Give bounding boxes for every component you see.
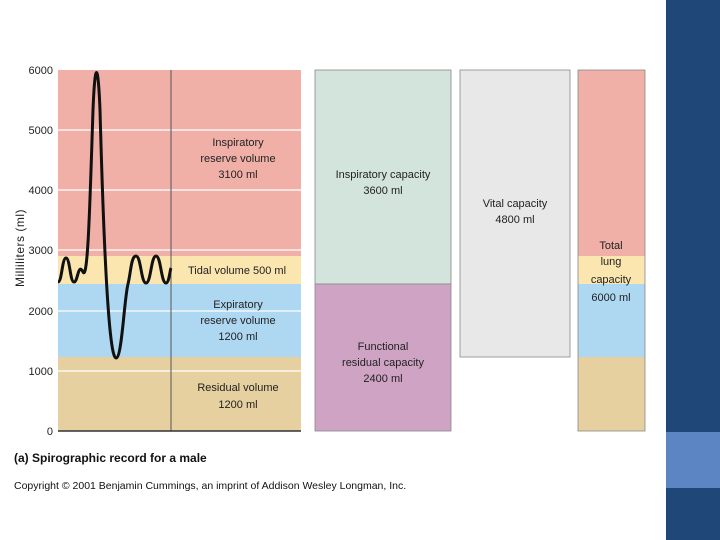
tlc-label-line4: 6000 ml <box>591 292 630 304</box>
tidal-volume-label: Tidal volume 500 ml <box>188 265 286 277</box>
y-tick-3000: 3000 <box>29 245 53 257</box>
irv-label-line2: reserve volume <box>200 153 275 165</box>
y-tick-5000: 5000 <box>29 125 53 137</box>
y-tick-6000: 6000 <box>29 65 53 77</box>
y-tick-1000: 1000 <box>29 366 53 378</box>
residual-volume-band <box>58 357 301 431</box>
frc-label-line3: 2400 ml <box>363 373 402 385</box>
erv-label-line1: Expiratory <box>213 299 263 311</box>
ic-label-line2: 3600 ml <box>363 185 402 197</box>
irv-label-line3: 3100 ml <box>218 169 257 181</box>
tidal-volume-band <box>58 256 301 284</box>
erv-label-line3: 1200 ml <box>218 331 257 343</box>
figure-caption: (a) Spirographic record for a male <box>14 451 207 465</box>
erv-label-line2: reserve volume <box>200 315 275 327</box>
irv-label-line1: Inspiratory <box>212 137 264 149</box>
y-tick-2000: 2000 <box>29 306 53 318</box>
tlc-label-line2: lung <box>601 256 622 268</box>
spirogram-panel <box>56 70 301 432</box>
ic-label-line1: Inspiratory capacity <box>336 169 431 181</box>
spirogram-trace <box>56 71 173 360</box>
y-axis-title: Milliliters (ml) <box>13 209 27 287</box>
vc-label-line1: Vital capacity <box>483 198 548 210</box>
y-tick-4000: 4000 <box>29 185 53 197</box>
inspiratory-capacity-column: Inspiratory capacity 3600 ml <box>314 69 452 285</box>
frc-label-line1: Functional <box>358 341 409 353</box>
y-axis: 6000 5000 4000 3000 2000 1000 0 Millilit… <box>13 65 53 438</box>
y-tick-0: 0 <box>47 426 53 438</box>
slide-sidebar-accent <box>666 432 720 488</box>
total-lung-capacity-column: Total lung capacity 6000 ml <box>577 69 646 432</box>
copyright-text: Copyright © 2001 Benjamin Cummings, an i… <box>14 480 406 492</box>
vc-label-line2: 4800 ml <box>495 214 534 226</box>
gridlines <box>58 129 301 372</box>
expiratory-reserve-band <box>58 284 301 357</box>
functional-residual-capacity-column: Functional residual capacity 2400 ml <box>314 283 452 432</box>
vital-capacity-column: Vital capacity 4800 ml <box>459 69 571 358</box>
rv-label-line2: 1200 ml <box>218 399 257 411</box>
volume-labels: Inspiratory reserve volume 3100 ml Tidal… <box>188 137 286 411</box>
frc-label-line2: residual capacity <box>342 357 424 369</box>
tlc-label-line1: Total <box>599 240 622 252</box>
rv-label-line1: Residual volume <box>197 382 278 394</box>
tlc-label-line3: capacity <box>591 274 632 286</box>
